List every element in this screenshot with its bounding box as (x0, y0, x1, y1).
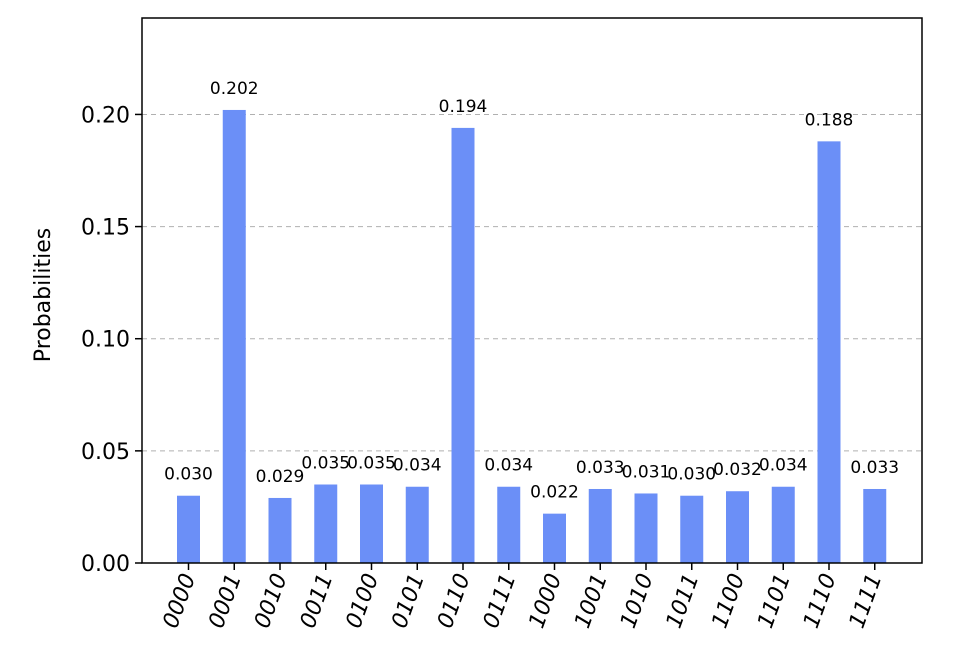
bar (726, 491, 749, 563)
bar-value-label: 0.029 (256, 467, 305, 487)
bar (405, 486, 429, 563)
bar (451, 127, 475, 563)
bar (497, 486, 521, 563)
y-tick-label: 0.15 (81, 216, 130, 241)
bar-value-label: 0.030 (164, 465, 213, 485)
x-tick-label: 0110 (433, 571, 476, 632)
bar-value-label: 0.032 (713, 460, 762, 480)
bar (588, 488, 612, 563)
bar-value-label: 0.022 (530, 483, 579, 503)
bar-value-labels: 0.0300.2020.0290.0350.0350.0340.1940.034… (164, 79, 899, 503)
bars (177, 109, 887, 563)
bar-value-label: 0.035 (301, 454, 350, 474)
bar-value-label: 0.030 (667, 465, 716, 485)
bar-value-label: 0.033 (576, 458, 625, 478)
bar-value-label: 0.033 (850, 458, 899, 478)
grid-lines (142, 113, 922, 452)
x-tick-label: 1110 (799, 571, 842, 632)
x-tick-label: 1100 (707, 571, 750, 632)
bar (268, 497, 292, 563)
x-tick-label: 0000 (158, 571, 201, 632)
plot-frame (141, 17, 923, 564)
x-tick-label: 0111 (479, 571, 522, 632)
x-tick-label: 1011 (662, 571, 705, 632)
bar-value-label: 0.034 (393, 456, 442, 476)
bar-value-label: 0.031 (622, 462, 671, 482)
x-tick-label: 1010 (616, 571, 659, 632)
x-tick-label: 1111 (845, 571, 888, 632)
x-tick-label: 0101 (387, 571, 430, 632)
x-tick-label: 1000 (524, 571, 567, 632)
y-tick-label: 0.20 (81, 103, 130, 128)
bar (177, 495, 200, 563)
y-tick-label: 0.10 (81, 328, 130, 353)
y-axis: 0.00 0.05 0.10 0.15 0.20 (81, 103, 142, 577)
bar (863, 488, 887, 563)
x-tick-label: 1001 (570, 571, 613, 632)
bar-value-label: 0.194 (439, 97, 488, 117)
bar (222, 109, 246, 563)
bar (634, 493, 658, 563)
x-tick-label: 0010 (250, 571, 293, 632)
x-tick-label: 0100 (341, 571, 384, 632)
y-tick-label: 0.05 (81, 440, 130, 465)
bar (680, 495, 704, 563)
bar (817, 141, 841, 563)
x-tick-label: 0001 (204, 571, 247, 632)
bar (771, 486, 795, 563)
bar (543, 513, 566, 563)
x-tick-label: 0011 (296, 571, 339, 632)
bar-value-label: 0.202 (210, 79, 259, 99)
bar-value-label: 0.035 (347, 454, 396, 474)
y-axis-label: Probabilities (31, 228, 56, 362)
bar-value-label: 0.034 (759, 456, 808, 476)
bar (360, 484, 383, 563)
x-tick-label: 1101 (753, 571, 796, 632)
bar-value-label: 0.034 (484, 456, 533, 476)
y-tick-label: 0.00 (81, 552, 130, 577)
bar-value-label: 0.188 (805, 110, 854, 130)
bar (314, 484, 338, 563)
x-axis: 0000 0001 0010 0011 0100 0101 0110 0111 1000 1001… (158, 563, 887, 632)
